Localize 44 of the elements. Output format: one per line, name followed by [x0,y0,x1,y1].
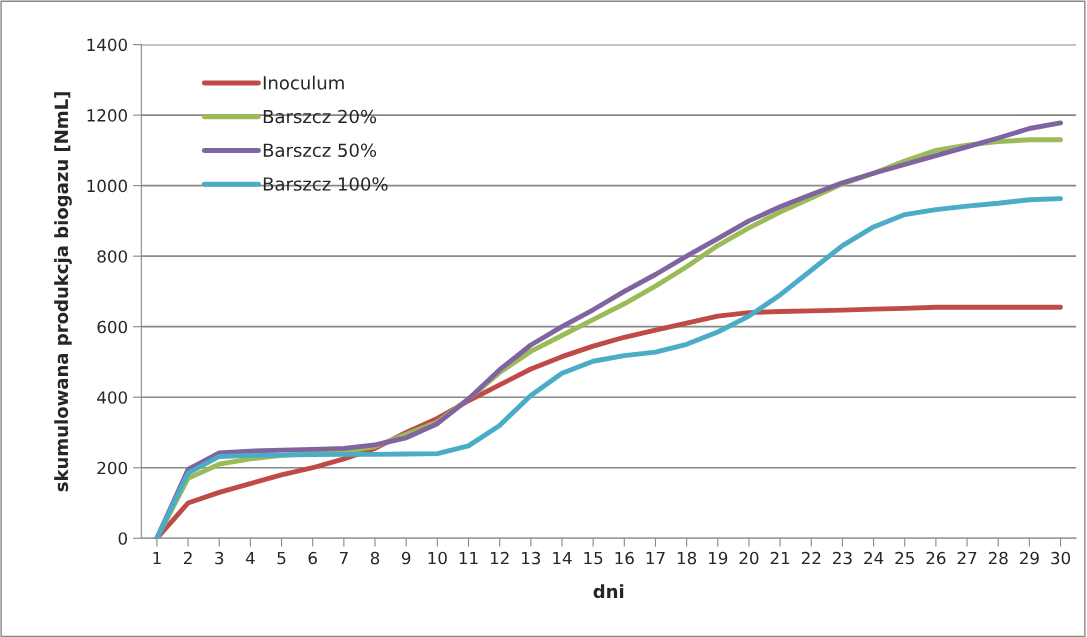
x-tick-label: 1 [153,551,161,565]
x-tick-label: 15 [584,551,603,565]
x-tick-label: 22 [801,551,821,565]
y-axis-title: skumulowana produkcja biogazu [NmL] [54,92,72,492]
x-tick-label: 9 [401,551,411,565]
y-tick-label: 1400 [87,38,128,52]
x-tick-label: 4 [245,551,255,565]
x-tick-label: 21 [770,551,790,565]
y-tick-label: 400 [97,391,128,404]
y-tick-label: 800 [97,250,128,263]
legend-label: Barszcz 20% [263,109,377,124]
x-tick-label: 10 [428,551,447,565]
x-tick-label: 11 [459,551,478,565]
legend-label: Inoculum [263,75,344,90]
x-tick-label: 23 [833,551,852,565]
x-tick-label: 25 [895,551,914,565]
x-tick-label: 17 [646,551,665,565]
x-tick-label: 28 [988,551,1008,565]
y-tick-label: 1000 [87,179,128,193]
x-tick-label: 6 [308,551,317,565]
legend-label: Barszcz 50% [263,143,377,158]
x-tick-label: 24 [864,551,884,565]
x-tick-label: 12 [490,551,509,565]
x-tick-label: 3 [215,551,224,565]
legend-label: Barszcz 100% [263,177,388,191]
x-tick-label: 16 [615,551,634,565]
x-tick-label: 26 [926,551,946,565]
x-tick-label: 2 [183,551,192,565]
x-tick-label: 14 [553,551,572,565]
x-tick-label: 18 [677,551,697,565]
y-tick-label: 0 [118,532,128,545]
x-tick-label: 8 [370,551,380,565]
x-axis-title: dni [593,584,624,599]
x-tick-label: 13 [522,551,541,565]
x-tick-label: 5 [277,551,286,565]
x-tick-label: 7 [339,551,348,565]
y-tick-label: 1200 [87,109,128,122]
x-tick-label: 20 [739,551,759,565]
x-tick-label: 19 [709,551,728,565]
x-tick-label: 27 [957,551,977,565]
x-tick-label: 30 [1051,551,1071,565]
x-tick-label: 29 [1020,551,1039,565]
y-tick-label: 200 [97,461,128,475]
y-tick-label: 600 [97,320,128,334]
